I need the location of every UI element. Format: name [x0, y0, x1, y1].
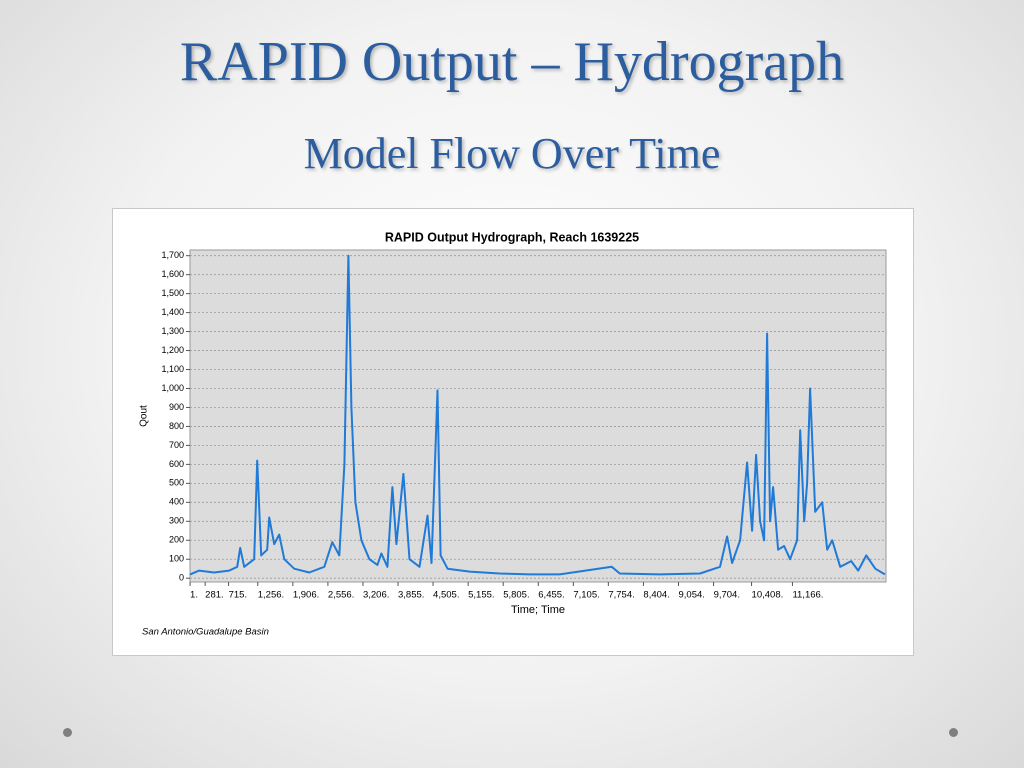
x-tick-label: 1,256. [258, 590, 284, 601]
slide-title: RAPID Output – Hydrograph [179, 31, 845, 93]
y-tick-label: 100 [169, 554, 184, 564]
x-tick-label: 715. [229, 590, 248, 601]
x-tick-label: 7,754. [608, 590, 634, 601]
y-tick-label: 400 [169, 497, 184, 507]
x-tick-label: 9,054. [678, 590, 704, 601]
chart: RAPID Output Hydrograph, Reach 1639225 Q… [112, 208, 914, 656]
y-tick-label: 800 [169, 421, 184, 431]
x-axis-label: Time; Time [511, 604, 565, 616]
decor-dot [949, 728, 958, 737]
x-tick-label: 5,155. [468, 590, 494, 601]
x-tick-label: 5,805. [503, 590, 529, 601]
chart-note: San Antonio/Guadalupe Basin [142, 627, 269, 638]
y-tick-label: 1,500 [161, 288, 184, 298]
y-tick-label: 1,700 [161, 250, 184, 260]
x-tick-label: 1. [190, 590, 198, 601]
plot-area [189, 249, 887, 583]
y-tick-label: 1,600 [161, 269, 184, 279]
x-tick-label: 9,704. [714, 590, 740, 601]
chart-title: RAPID Output Hydrograph, Reach 1639225 [385, 230, 639, 244]
y-tick-label: 1,000 [161, 383, 184, 393]
x-tick-label: 4,505. [433, 590, 459, 601]
x-tick-label: 281. [205, 590, 224, 601]
y-tick-label: 1,400 [161, 307, 184, 317]
decor-dot [63, 728, 72, 737]
y-tick-label: 600 [169, 459, 184, 469]
slide-subtitle: Model Flow Over Time [303, 129, 721, 178]
x-tick-label: 8,404. [643, 590, 669, 601]
x-tick-label: 3,206. [363, 590, 389, 601]
y-tick-label: 200 [169, 535, 184, 545]
y-tick-label: 500 [169, 478, 184, 488]
x-tick-label: 2,556. [328, 590, 354, 601]
flow-line [189, 254, 886, 576]
y-tick-label: 1,300 [161, 326, 184, 336]
y-axis-label: Qout [139, 405, 150, 427]
x-tick-label: 10,408. [752, 590, 784, 601]
y-tick-label: 700 [169, 440, 184, 450]
y-tick-label: 900 [169, 402, 184, 412]
x-tick-label: 6,455. [538, 590, 564, 601]
y-tick-label: 1,100 [161, 364, 184, 374]
y-tick-label: 300 [169, 516, 184, 526]
x-tick-label: 3,855. [398, 590, 424, 601]
x-tick-label: 1,906. [293, 590, 319, 601]
x-tick-label: 11,166. [792, 590, 823, 601]
y-tick-label: 1,200 [161, 345, 184, 355]
x-tick-label: 7,105. [573, 590, 599, 601]
y-tick-label: 0 [179, 573, 184, 583]
